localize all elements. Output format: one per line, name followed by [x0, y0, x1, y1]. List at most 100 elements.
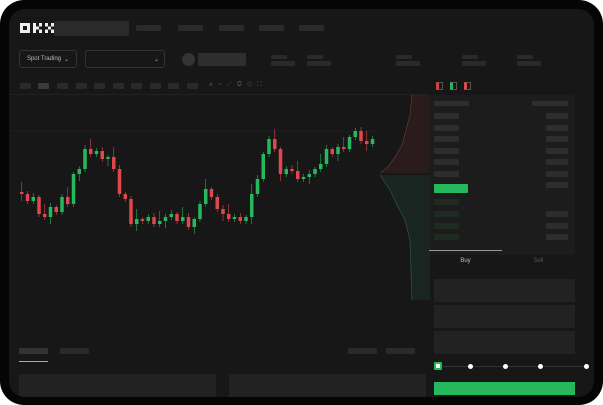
nav-item[interactable] [136, 25, 161, 31]
candle [278, 149, 283, 174]
nav-item[interactable] [219, 25, 244, 31]
timeframe-button[interactable] [187, 83, 198, 89]
orderbook-both-icon[interactable] [436, 82, 443, 90]
candle [296, 171, 300, 179]
slider-step[interactable] [468, 364, 473, 369]
stat-label [462, 55, 478, 59]
tab-sell[interactable]: Sell [533, 258, 544, 264]
candle [163, 217, 168, 221]
stat-label [271, 55, 287, 59]
fullscreen-icon[interactable]: ⛶ [256, 81, 267, 88]
candle [112, 157, 116, 169]
candle [301, 177, 306, 179]
timeframe-button[interactable] [150, 83, 161, 89]
candle [267, 139, 271, 154]
ruler-icon[interactable]: ⟋ [226, 81, 237, 88]
timeframe-button[interactable] [131, 83, 142, 89]
spot-trading-select[interactable]: Spot Trading ⌄ [19, 50, 77, 68]
filter-button[interactable] [348, 348, 377, 354]
candle [60, 197, 64, 212]
candle [146, 217, 150, 221]
ask-amount [546, 113, 568, 119]
candle [77, 169, 81, 174]
nav-item[interactable] [259, 25, 284, 31]
candle [135, 219, 139, 224]
timeframe-button[interactable] [94, 83, 105, 89]
chevron-down-icon: ⌄ [153, 56, 159, 63]
asset-card [229, 374, 426, 397]
slider-step[interactable] [584, 364, 589, 369]
last-price [434, 184, 468, 193]
candle [89, 149, 93, 154]
candlestick-chart[interactable] [9, 9, 429, 249]
candle [106, 157, 110, 159]
candle [198, 204, 202, 219]
timeframe-button[interactable] [38, 83, 49, 89]
filter-button[interactable] [386, 348, 415, 354]
amount-input[interactable] [434, 305, 575, 328]
timeframe-button[interactable] [168, 83, 179, 89]
ask-price [434, 125, 459, 131]
stat-value [307, 61, 331, 66]
ask-price [434, 159, 459, 165]
slider-handle[interactable] [434, 362, 442, 370]
ask-amount [546, 182, 568, 188]
timeframe-button[interactable] [20, 83, 31, 89]
candle [250, 194, 254, 217]
timeframe-button[interactable] [57, 83, 68, 89]
candle [129, 199, 133, 224]
nav-item[interactable] [178, 25, 203, 31]
candle [31, 197, 35, 201]
pair-name [198, 53, 246, 66]
ask-amount [546, 136, 568, 142]
settings-icon[interactable]: ⊙ [247, 81, 257, 88]
timeframe-button[interactable] [76, 83, 87, 89]
slider-step[interactable] [538, 364, 543, 369]
candle [71, 174, 76, 204]
trade-tabs-underline [429, 250, 502, 251]
candle [324, 149, 329, 164]
ask-price [434, 171, 459, 177]
candle [181, 217, 185, 221]
candle [319, 164, 323, 169]
app-screen: Spot Trading ⌄ ⌄ ⩚∼⟋◎⊙⛶ Buy Sell [9, 9, 594, 397]
candle [48, 207, 53, 217]
total-input[interactable] [434, 331, 575, 354]
candle [140, 219, 145, 221]
buy-button[interactable] [434, 382, 575, 395]
orderbook-bids-icon[interactable] [450, 82, 457, 90]
orderbook-asks-icon[interactable] [464, 82, 471, 90]
candle [192, 219, 196, 227]
line-tool-icon[interactable]: ∼ [217, 81, 227, 88]
coin-icon [182, 53, 195, 66]
bid-price [434, 199, 459, 205]
ask-amount [546, 159, 568, 165]
candle [273, 139, 277, 149]
timeframe-button[interactable] [113, 83, 124, 89]
indicator-icon[interactable]: ⩚ [209, 81, 218, 88]
candle [370, 139, 375, 144]
okx-logo[interactable] [20, 23, 58, 33]
candle [290, 169, 294, 171]
candle [244, 217, 248, 221]
pair-select[interactable]: ⌄ [85, 50, 165, 68]
bid-amount [546, 223, 568, 229]
tab-buy[interactable]: Buy [460, 258, 471, 264]
search-bar[interactable] [54, 21, 129, 36]
asset-card [19, 374, 216, 397]
nav-item[interactable] [299, 25, 324, 31]
tab-order-history[interactable] [60, 348, 89, 354]
stat-value [462, 61, 486, 66]
orderbook-header [532, 101, 568, 106]
bid-price [434, 211, 459, 217]
amount-slider[interactable] [437, 366, 587, 367]
candle [186, 217, 191, 227]
candle [347, 137, 352, 149]
bid-amount [546, 234, 568, 240]
chart-tools: ⩚∼⟋◎⊙⛶ [209, 81, 267, 89]
slider-step[interactable] [503, 364, 508, 369]
price-input[interactable] [434, 279, 575, 302]
camera-icon[interactable]: ◎ [236, 81, 248, 88]
candle [117, 169, 122, 194]
tab-open-orders[interactable] [19, 348, 48, 354]
